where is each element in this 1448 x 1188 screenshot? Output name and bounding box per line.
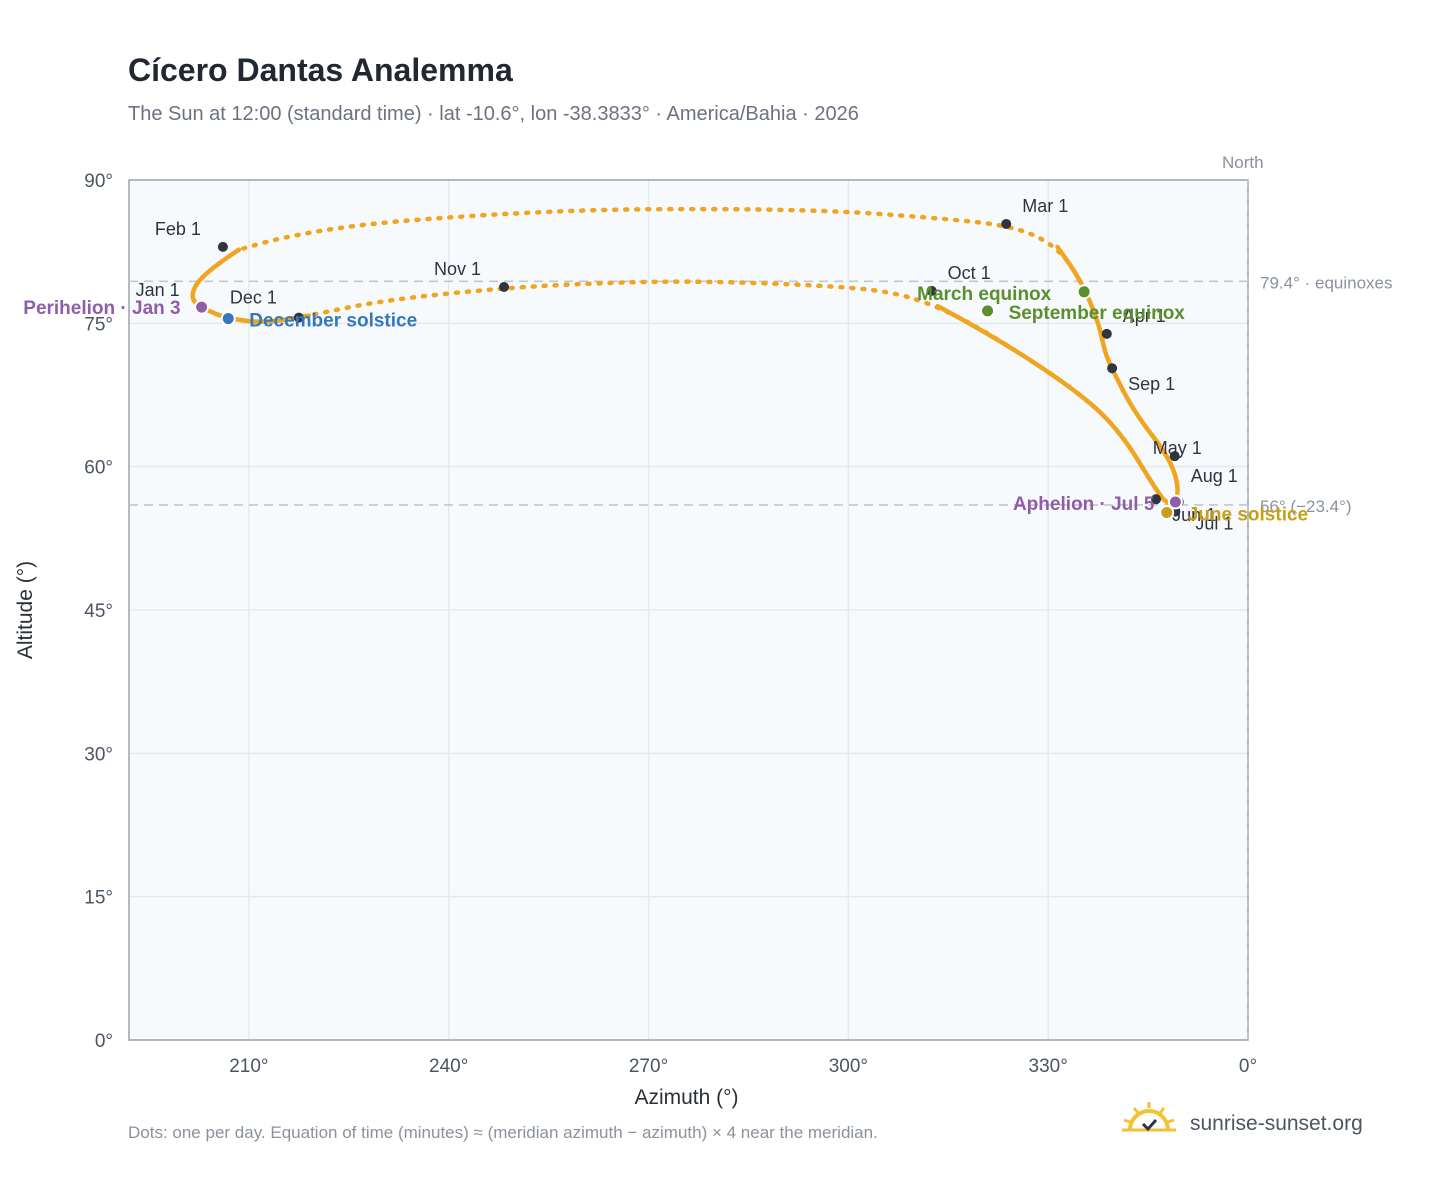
x-tick-label: 210° [229,1056,268,1077]
month-marker [1107,363,1118,374]
event-label: Perihelion · Jan 3 [23,298,180,319]
month-marker [194,301,205,312]
month-marker [498,282,509,293]
event-marker [1076,284,1092,300]
event-marker [1167,494,1183,510]
month-label: Oct 1 [948,263,991,283]
north-label: North [1222,153,1264,172]
x-tick-label: 240° [429,1056,468,1077]
month-marker [1170,506,1181,517]
event-label: June solstice [1188,505,1308,526]
event-label: September equinox [1009,303,1186,324]
month-marker [1001,218,1012,229]
month-label: Jan 1 [136,280,180,300]
event-label: Aphelion · Jul 5 [1013,494,1155,515]
plot-area [129,180,1248,1040]
chart-title: Cícero Dantas Analemma [128,52,513,88]
month-marker [217,241,228,252]
month-marker [1101,328,1112,339]
month-label: Dec 1 [230,288,277,308]
month-marker [1169,451,1180,462]
y-tick-label: 45° [84,601,113,622]
month-label: Feb 1 [155,219,201,239]
month-marker [293,312,304,323]
reference-label: 79.4° · equinoxes [1260,273,1393,292]
month-label: May 1 [1153,438,1202,458]
month-marker [926,285,937,296]
y-tick-label: 75° [84,314,113,335]
sun-logo-icon [1122,1102,1176,1132]
x-tick-label: 270° [629,1056,668,1077]
analemma-east-loop [935,244,1180,505]
x-axis-label: Azimuth (°) [634,1086,738,1109]
x-tick-label: 0° [1239,1056,1257,1077]
reference-label: 56° (−23.4°) [1260,497,1352,516]
month-marker [1151,494,1162,505]
brand-name: sunrise-sunset.org [1190,1112,1363,1135]
analemma-daily-dots [190,206,1180,505]
y-axis-label: Altitude (°) [14,561,37,659]
month-label: Nov 1 [434,259,481,279]
y-tick-label: 30° [84,744,113,765]
month-marker [1173,497,1184,508]
x-tick-label: 300° [829,1056,868,1077]
month-label: Aug 1 [1191,466,1238,486]
y-tick-label: 90° [84,171,113,192]
chart-subtitle: The Sun at 12:00 (standard time) · lat -… [128,103,859,125]
y-tick-label: 60° [84,458,113,479]
plot-frame [128,179,1249,1041]
event-marker [194,299,210,315]
month-label: Apr 1 [1123,306,1166,326]
event-label: March equinox [917,284,1052,305]
analemma-west-loop [190,247,312,324]
month-label: Sep 1 [1128,374,1175,394]
event-marker [220,311,236,327]
footnote: Dots: one per day. Equation of time (min… [128,1123,878,1142]
brand[interactable]: sunrise-sunset.org [1120,1100,1390,1150]
x-tick-label: 330° [1029,1056,1068,1077]
month-label: Jun 1 [1172,505,1216,525]
y-tick-label: 15° [84,888,113,909]
event-marker [980,303,996,319]
event-marker [1159,505,1175,521]
month-label: Mar 1 [1022,196,1068,216]
month-label: Jul 1 [1195,514,1233,534]
event-label: December solstice [249,311,417,332]
y-tick-label: 0° [95,1031,113,1052]
